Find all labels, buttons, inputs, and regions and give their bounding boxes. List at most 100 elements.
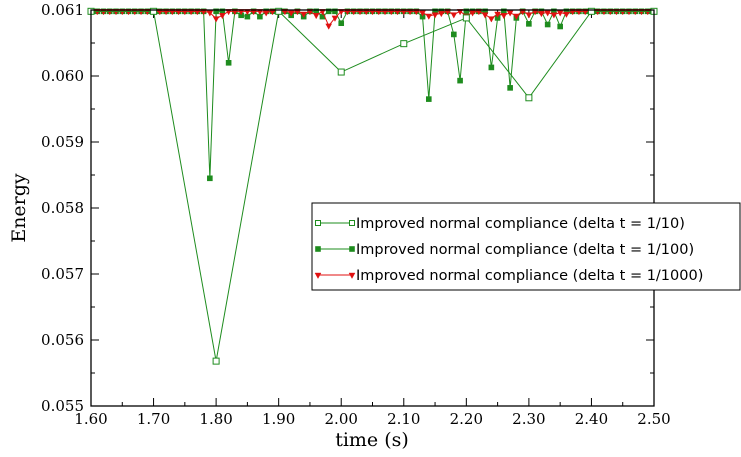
data-point: [244, 9, 251, 16]
legend-item: Improved normal compliance (delta t = 1/…: [315, 242, 694, 258]
data-point: [507, 85, 513, 91]
data-point: [494, 11, 501, 18]
data-point: [425, 96, 432, 102]
data-point: [213, 8, 219, 15]
x-axis-title: time (s): [335, 429, 409, 451]
y-tick-label: 0.059: [41, 133, 84, 151]
data-point: [194, 9, 201, 16]
y-tick-label: 0.061: [41, 1, 84, 19]
data-point: [594, 9, 602, 16]
data-point: [175, 9, 182, 16]
data-point: [314, 272, 322, 279]
data-point: [181, 9, 189, 16]
data-point: [431, 12, 439, 19]
data-point: [93, 9, 101, 16]
data-point: [306, 9, 314, 16]
data-point: [106, 9, 114, 16]
data-point: [394, 9, 401, 16]
data-point: [513, 13, 520, 20]
x-tick-label: 2.20: [450, 410, 483, 428]
data-point: [256, 9, 264, 16]
data-point: [200, 9, 207, 16]
legend-item: Improved normal compliance (delta t = 1/…: [314, 268, 703, 284]
data-point: [349, 246, 355, 252]
data-point: [237, 9, 245, 16]
data-point: [212, 16, 220, 23]
data-point: [225, 9, 232, 16]
data-point: [337, 68, 345, 76]
data-point: [162, 9, 170, 16]
data-point: [375, 9, 383, 16]
data-point: [619, 9, 627, 16]
data-point: [531, 9, 539, 16]
data-point: [231, 9, 239, 16]
data-point: [369, 9, 376, 16]
data-point: [450, 12, 458, 19]
y-tick-labels: 0.055 0.056 0.057 0.058 0.059 0.060 0.061: [41, 1, 84, 415]
x-tick-label: 2.00: [325, 410, 358, 428]
data-point: [269, 9, 276, 16]
data-point: [638, 9, 645, 16]
series-line: [91, 10, 654, 362]
series-2: [88, 8, 657, 182]
data-point: [187, 9, 195, 16]
data-point: [606, 9, 614, 16]
data-point: [362, 9, 370, 16]
data-point: [538, 11, 545, 18]
x-tick-label: 2.40: [575, 410, 608, 428]
data-point: [325, 8, 332, 15]
data-point: [412, 9, 420, 16]
x-tick-label: 1.70: [137, 410, 170, 428]
data-point: [225, 59, 232, 66]
series-1: [87, 7, 658, 365]
data-point: [400, 40, 408, 48]
legend-box: [311, 202, 741, 291]
data-point: [437, 11, 445, 18]
data-point: [481, 12, 489, 19]
data-point: [526, 21, 532, 27]
data-point: [275, 7, 283, 15]
series-3: [87, 9, 658, 30]
data-point: [219, 13, 226, 20]
data-point: [131, 9, 139, 16]
data-point: [381, 9, 389, 16]
data-point: [349, 220, 355, 226]
data-point: [315, 220, 321, 226]
legend-label: Improved normal compliance (delta t = 1/…: [356, 242, 694, 258]
data-point: [350, 9, 358, 16]
data-point: [168, 9, 176, 16]
legend-label: Improved normal compliance (delta t = 1/…: [356, 268, 703, 284]
data-point: [212, 357, 220, 365]
data-point: [406, 9, 414, 16]
data-point: [207, 175, 213, 182]
data-point: [456, 9, 464, 16]
data-point: [137, 9, 145, 16]
y-tick-label: 0.056: [41, 331, 84, 349]
data-point: [344, 9, 351, 16]
data-point: [557, 23, 563, 30]
data-point: [525, 94, 533, 102]
legend: Improved normal compliance (delta t = 1/…: [311, 202, 741, 291]
legend-item: Improved normal compliance (delta t = 1/…: [315, 216, 685, 232]
data-point: [125, 9, 132, 16]
x-tick-label: 1.90: [262, 410, 295, 428]
x-tick-label: 1.60: [74, 410, 107, 428]
x-tick-labels: 1.60 1.70 1.80 1.90 2.00 2.10 2.20 2.30 2.40 2.50: [74, 410, 670, 428]
data-point: [488, 16, 495, 23]
y-tick-label: 0.060: [41, 67, 84, 85]
data-point: [500, 13, 508, 20]
data-point: [332, 8, 338, 15]
series-line: [91, 10, 654, 179]
x-tick-label: 2.30: [512, 410, 545, 428]
series-layer: [87, 7, 658, 365]
data-point: [294, 9, 301, 16]
legend-label: Improved normal compliance (delta t = 1/…: [356, 216, 685, 232]
data-point: [400, 9, 408, 16]
data-point: [348, 272, 356, 279]
y-tick-label: 0.058: [41, 199, 84, 217]
data-point: [613, 9, 620, 16]
data-point: [451, 31, 457, 38]
data-point: [156, 9, 164, 16]
x-tick-label: 2.50: [637, 410, 670, 428]
